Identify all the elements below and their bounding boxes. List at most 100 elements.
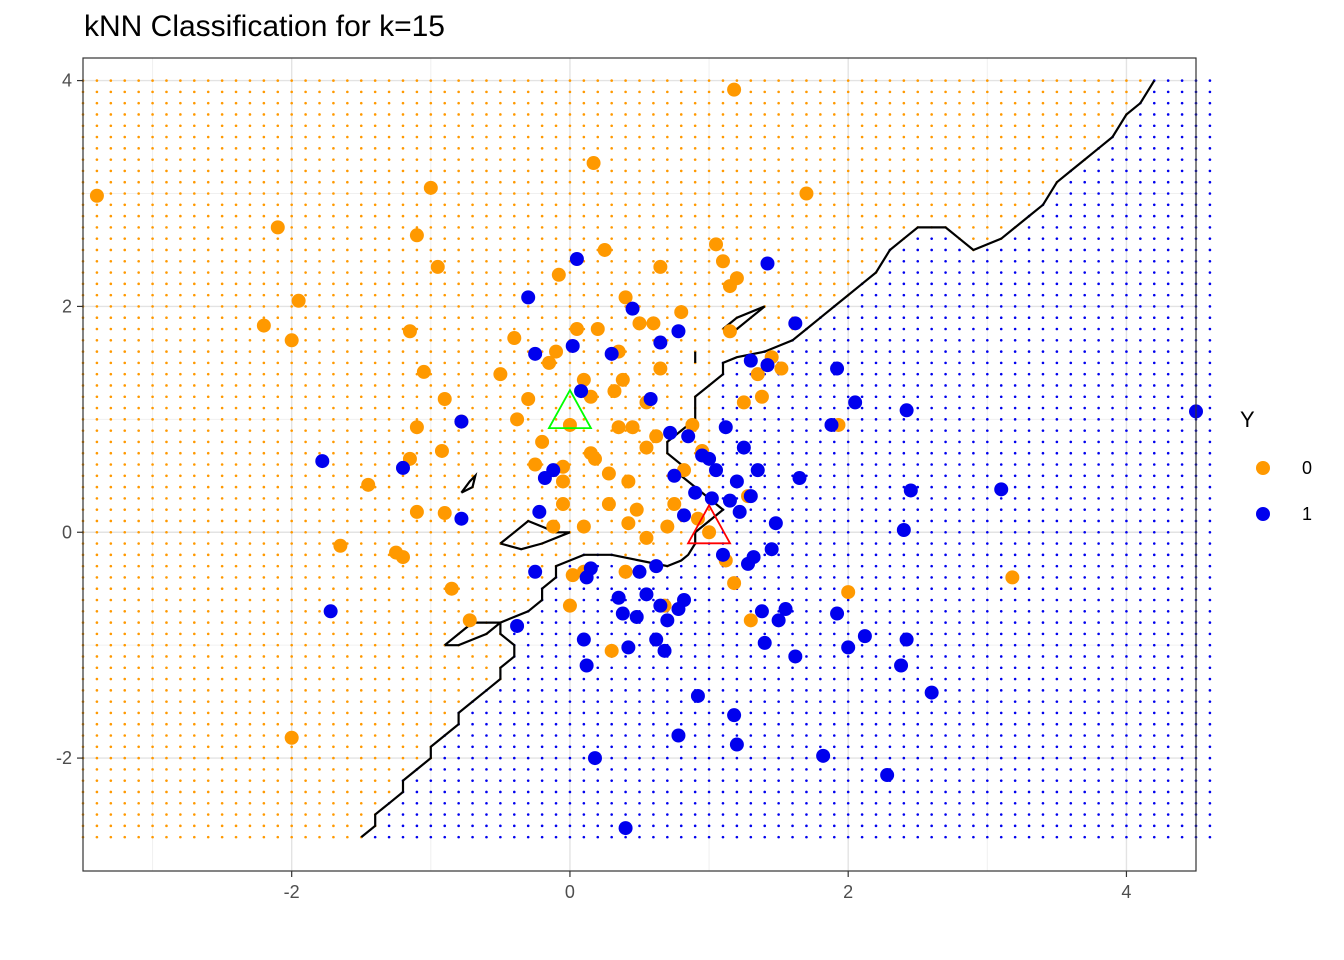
grid-dot (1027, 587, 1031, 591)
grid-dot (165, 734, 168, 737)
grid-dot (165, 79, 168, 82)
grid-dot (1055, 790, 1059, 794)
grid-dot (471, 801, 474, 805)
grid-dot (457, 271, 460, 274)
grid-dot (1097, 768, 1100, 771)
grid-dot (95, 609, 99, 613)
grid-dot (95, 135, 99, 139)
grid-dot (457, 282, 460, 286)
grid-dot (721, 598, 725, 602)
grid-dot (179, 497, 182, 500)
grid-dot (206, 316, 210, 320)
grid-dot (123, 801, 127, 805)
grid-dot (401, 418, 405, 421)
grid-dot (679, 553, 683, 557)
grid-dot (958, 756, 961, 760)
grid-dot (1041, 248, 1045, 252)
grid-dot (791, 542, 794, 545)
grid-dot (499, 293, 502, 297)
grid-dot (832, 813, 836, 816)
grid-dot (95, 564, 99, 568)
grid-dot (95, 666, 99, 670)
grid-dot (220, 790, 224, 794)
grid-dot (193, 824, 196, 828)
grid-dot (318, 248, 321, 252)
grid-dot (568, 824, 572, 828)
grid-dot (763, 768, 767, 771)
grid-dot (610, 147, 613, 150)
grid-dot (999, 790, 1003, 794)
grid-dot (443, 372, 447, 376)
grid-dot (666, 700, 669, 703)
grid-dot (888, 418, 892, 421)
grid-dot (151, 474, 154, 478)
grid-dot (401, 158, 405, 161)
grid-dot (1055, 564, 1059, 568)
grid-dot (1069, 666, 1073, 670)
grid-dot (846, 632, 850, 636)
grid-dot (986, 226, 989, 229)
grid-dot (735, 147, 739, 150)
grid-dot (972, 813, 975, 816)
grid-dot (874, 293, 878, 297)
grid-dot (1069, 214, 1073, 218)
grid-dot (206, 643, 210, 647)
grid-dot (805, 835, 808, 839)
grid-dot (819, 519, 822, 523)
grid-dot (860, 474, 864, 478)
grid-dot (471, 497, 474, 500)
grid-dot (805, 135, 808, 139)
grid-dot (540, 113, 544, 116)
grid-dot (832, 192, 836, 195)
grid-dot (1027, 429, 1031, 432)
grid-dot (304, 158, 307, 161)
grid-dot (554, 734, 558, 737)
grid-dot (485, 609, 488, 613)
grid-dot (499, 79, 502, 82)
grid-dot (512, 271, 516, 274)
grid-dot (666, 282, 669, 286)
grid-dot (109, 542, 113, 545)
grid-dot (123, 463, 127, 466)
grid-dot (415, 90, 419, 94)
grid-dot (443, 293, 447, 297)
grid-dot (512, 711, 516, 715)
grid-dot (248, 463, 252, 466)
grid-dot (193, 474, 196, 478)
grid-dot (526, 169, 530, 173)
grid-dot (749, 451, 753, 455)
grid-dot (332, 643, 335, 647)
grid-dot (179, 621, 182, 624)
grid-dot (1055, 756, 1059, 760)
grid-dot (805, 508, 808, 511)
grid-dot (805, 429, 808, 432)
grid-dot (624, 768, 627, 771)
grid-dot (930, 632, 933, 636)
grid-dot (471, 214, 474, 218)
grid-dot (693, 440, 697, 444)
grid-dot (387, 508, 391, 511)
grid-dot (234, 835, 238, 839)
grid-dot (582, 214, 586, 218)
grid-dot (290, 429, 293, 432)
grid-dot (540, 305, 544, 308)
grid-dot (1083, 124, 1086, 128)
grid-dot (860, 463, 864, 466)
grid-dot (373, 113, 377, 116)
grid-dot (471, 101, 474, 105)
grid-dot (206, 790, 210, 794)
grid-dot (846, 214, 850, 218)
grid-dot (638, 734, 641, 737)
grid-dot (1083, 451, 1086, 455)
grid-dot (179, 316, 182, 320)
grid-dot (888, 124, 892, 128)
grid-dot (888, 485, 892, 489)
grid-dot (596, 609, 600, 613)
grid-dot (1041, 293, 1045, 297)
grid-dot (735, 113, 739, 116)
grid-dot (95, 248, 99, 252)
grid-dot (499, 779, 502, 782)
grid-dot (165, 689, 168, 692)
grid-dot (165, 463, 168, 466)
grid-dot (512, 214, 516, 218)
